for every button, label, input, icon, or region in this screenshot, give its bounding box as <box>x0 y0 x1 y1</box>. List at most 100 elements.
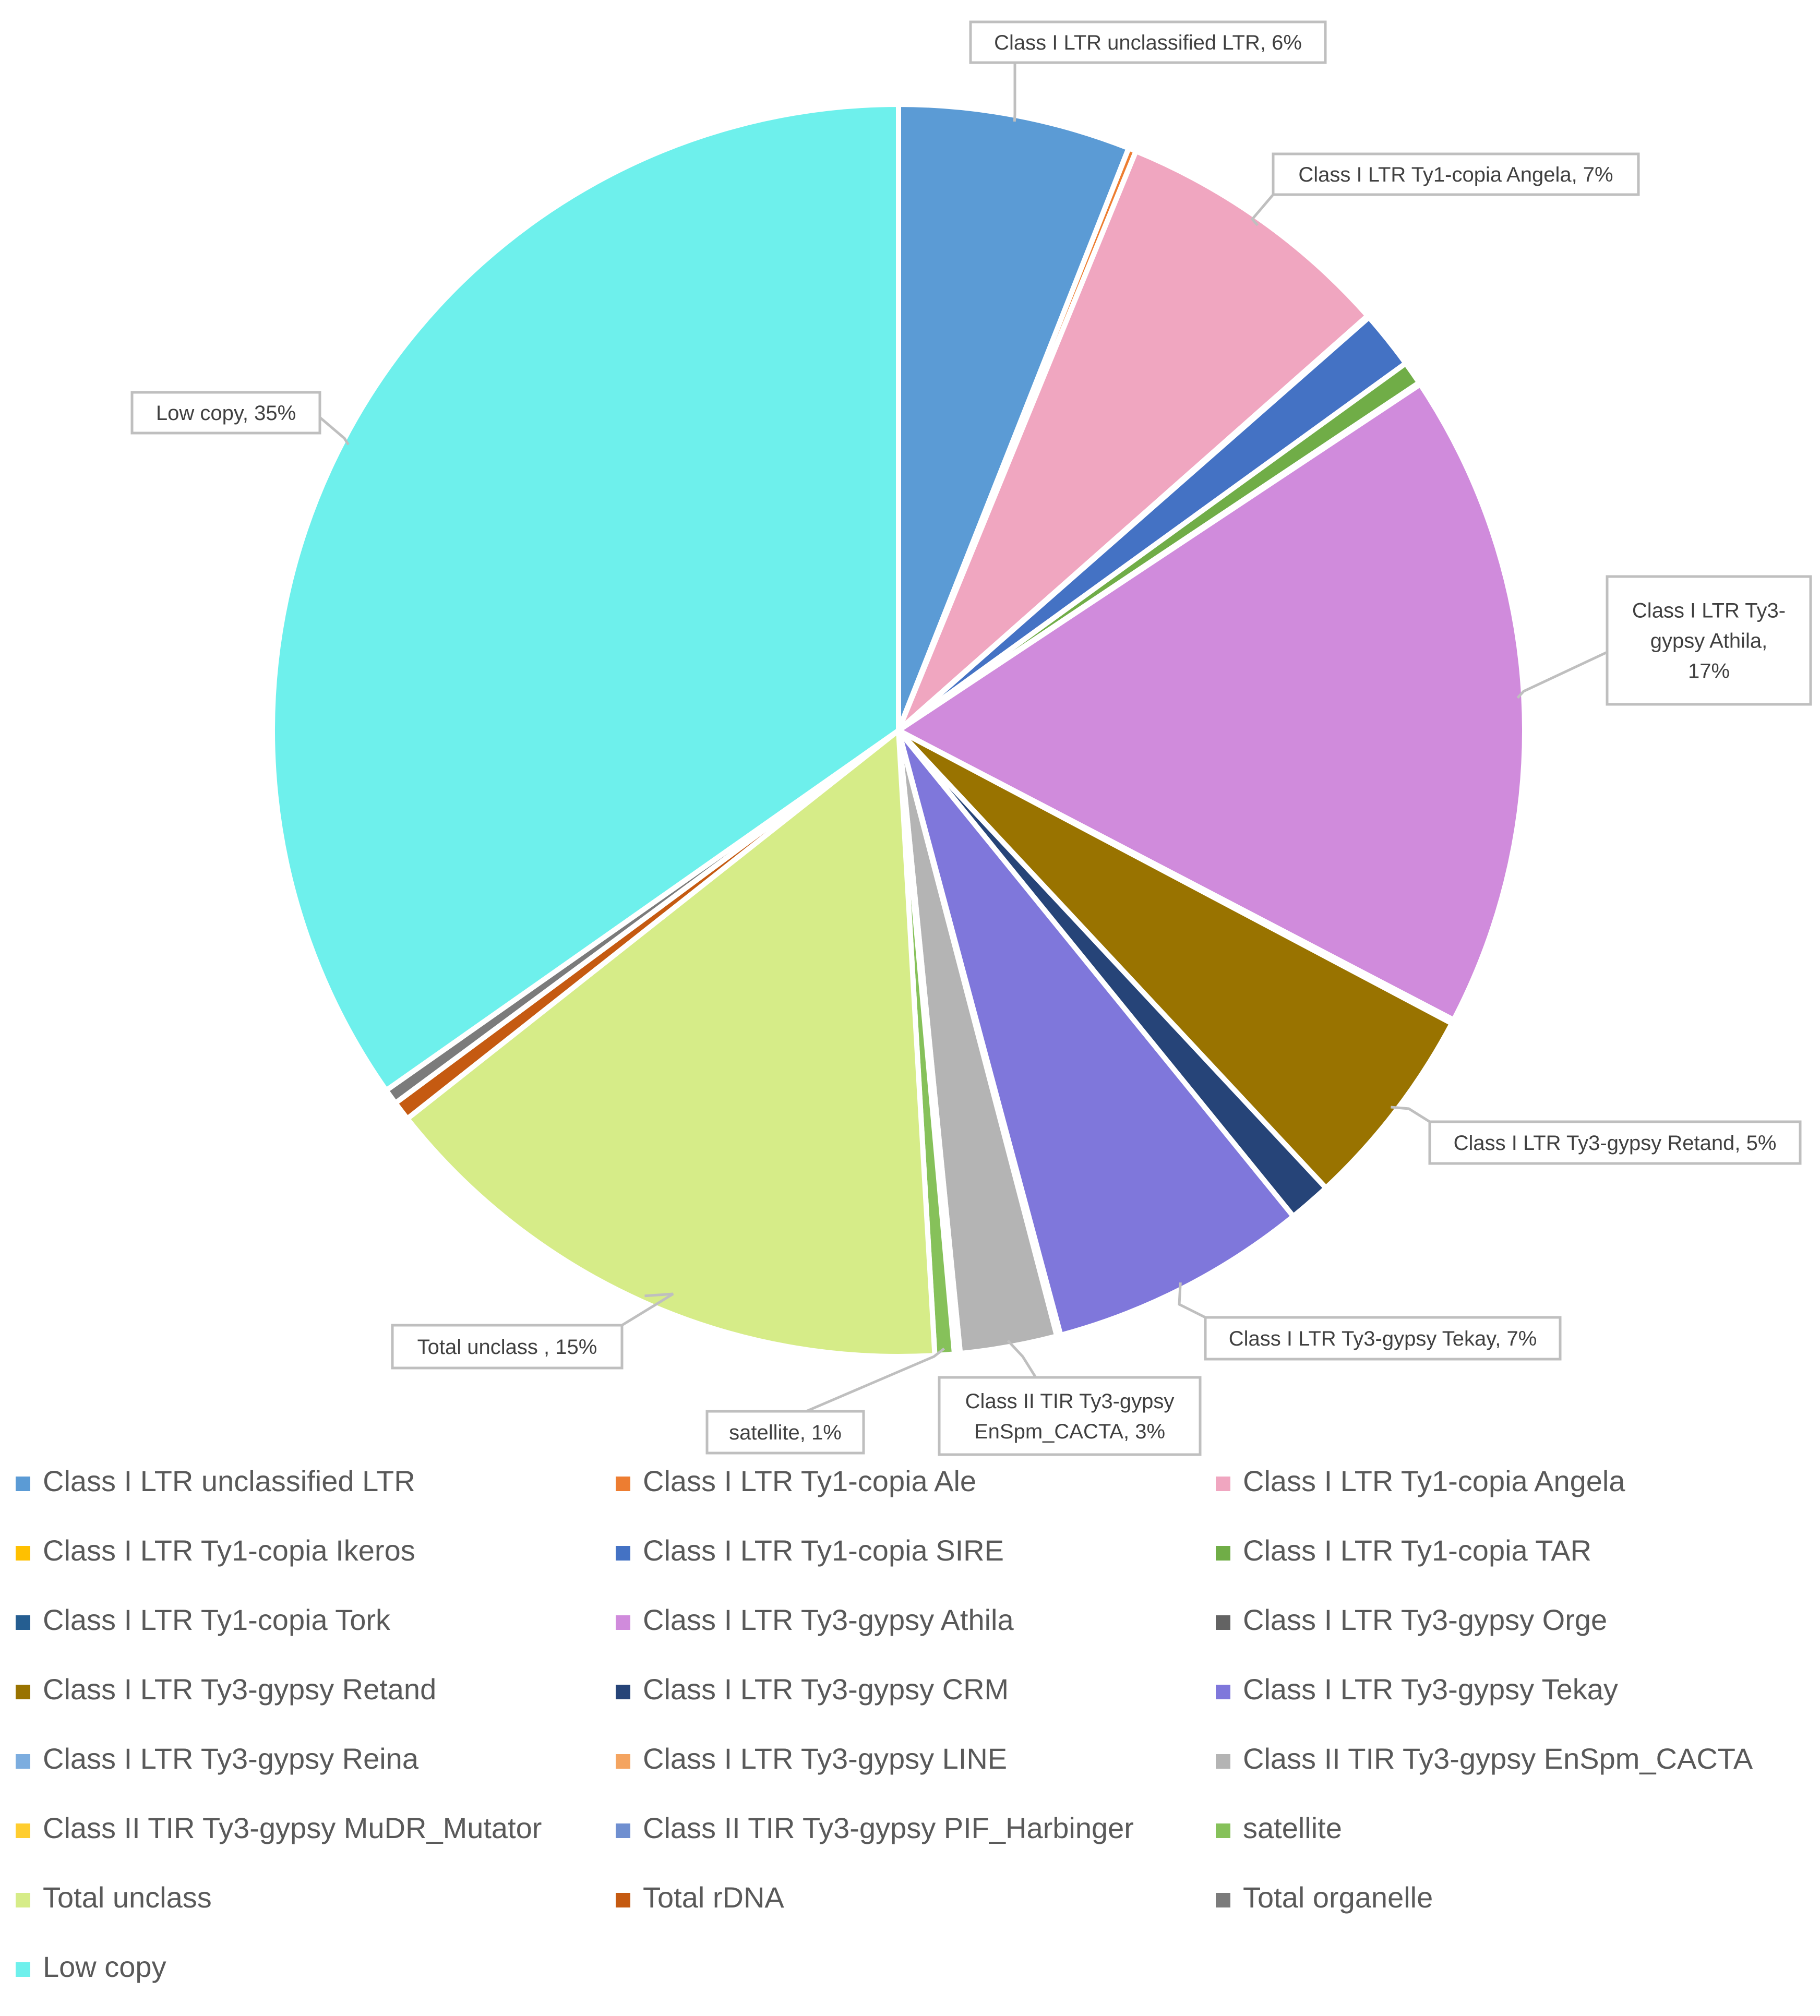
data-label-text: Class I LTR Ty3-gypsy Athila, 17% <box>1632 599 1786 683</box>
legend-item-class-i-ltr-ty1-copia-sire: Class I LTR Ty1-copia SIRE <box>616 1534 1004 1567</box>
data-label-class-ii-tir-ty3-gypsy-enspm-cacta: Class II TIR Ty3-gypsy EnSpm_CACTA, 3% <box>938 1339 1202 1456</box>
legend-swatch <box>616 1823 630 1838</box>
legend-label: Class I LTR Ty3-gypsy LINE <box>643 1742 1007 1775</box>
legend-swatch <box>16 1754 30 1769</box>
leader-line <box>1178 1282 1206 1319</box>
data-label-class-i-ltr-unclassified-ltr: Class I LTR unclassified LTR, 6% <box>969 20 1327 122</box>
legend-item-satellite: satellite <box>1216 1811 1342 1844</box>
legend-label: Class I LTR Ty3-gypsy Athila <box>643 1603 1014 1636</box>
legend-item-total-unclass: Total unclass <box>16 1881 212 1914</box>
data-label-total-unclass: Total unclass , 15% <box>391 1292 674 1370</box>
data-label-text: Low copy, 35% <box>156 402 296 425</box>
data-label-box <box>1272 152 1640 196</box>
legend-swatch <box>616 1615 630 1630</box>
data-label-box <box>1428 1120 1802 1165</box>
data-label-class-i-ltr-ty3-gypsy-athila: Class I LTR Ty3-gypsy Athila, 17% <box>1516 575 1812 706</box>
legend-item-class-i-ltr-ty1-copia-ale: Class I LTR Ty1-copia Ale <box>616 1465 976 1497</box>
leader-line <box>1013 63 1016 122</box>
data-label-text: Class I LTR unclassified LTR, 6% <box>994 31 1302 54</box>
pie-slices <box>270 102 1527 1359</box>
pie-slice-low-copy <box>270 102 901 1093</box>
legend-item-class-i-ltr-ty3-gypsy-orge: Class I LTR Ty3-gypsy Orge <box>1216 1603 1607 1636</box>
data-label-box <box>969 20 1327 64</box>
legend-label: Class I LTR Ty3-gypsy Tekay <box>1243 1673 1618 1706</box>
legend-swatch <box>16 1893 30 1907</box>
legend-item-class-ii-tir-ty3-gypsy-mudr-mutator: Class II TIR Ty3-gypsy MuDR_Mutator <box>16 1811 542 1844</box>
legend-item-class-ii-tir-ty3-gypsy-enspm-cacta: Class II TIR Ty3-gypsy EnSpm_CACTA <box>1216 1742 1753 1775</box>
legend-swatch <box>16 1685 30 1699</box>
legend-item-class-i-ltr-ty3-gypsy-tekay: Class I LTR Ty3-gypsy Tekay <box>1216 1673 1618 1706</box>
data-label-box <box>391 1324 624 1370</box>
legend-swatch <box>616 1754 630 1769</box>
legend-label: Class I LTR unclassified LTR <box>43 1465 415 1497</box>
data-label-text: Class II TIR Ty3-gypsy EnSpm_CACTA, 3% <box>965 1390 1175 1443</box>
legend-item-low-copy: Low copy <box>16 1950 166 1983</box>
legend-label: Low copy <box>43 1950 166 1983</box>
legend-swatch <box>1216 1546 1230 1561</box>
legend-item-total-rdna: Total rDNA <box>616 1881 784 1914</box>
legend-swatch <box>616 1893 630 1907</box>
legend-label: Class II TIR Ty3-gypsy MuDR_Mutator <box>43 1811 542 1844</box>
legend-item-class-i-ltr-ty3-gypsy-athila: Class I LTR Ty3-gypsy Athila <box>616 1603 1014 1636</box>
pie-slice-class-i-ltr-ty3-gypsy-tekay <box>896 728 1296 1338</box>
leader-line <box>1007 1339 1037 1378</box>
legend-label: Total organelle <box>1243 1881 1433 1914</box>
legend-item-class-i-ltr-unclassified-ltr: Class I LTR unclassified LTR <box>16 1465 415 1497</box>
legend-swatch <box>16 1546 30 1561</box>
data-label-text: satellite, 1% <box>729 1421 842 1444</box>
legend-label: Class II TIR Ty3-gypsy PIF_Harbinger <box>643 1811 1134 1844</box>
legend-label: Class I LTR Ty3-gypsy CRM <box>643 1673 1009 1706</box>
legend-label: Class I LTR Ty1-copia TAR <box>1243 1534 1591 1567</box>
data-callouts: Class I LTR unclassified LTR, 6% Class I … <box>130 20 1812 1456</box>
legend-swatch <box>616 1477 630 1491</box>
legend-item-class-i-ltr-ty1-copia-angela: Class I LTR Ty1-copia Angela <box>1216 1465 1625 1497</box>
legend-item-class-i-ltr-ty3-gypsy-line: Class I LTR Ty3-gypsy LINE <box>616 1742 1007 1775</box>
legend-label: Class I LTR Ty3-gypsy Reina <box>43 1742 419 1775</box>
legend: Class I LTR unclassified LTR Class I LTR … <box>16 1465 1753 1983</box>
legend-swatch <box>1216 1893 1230 1907</box>
legend-swatch <box>16 1962 30 1977</box>
leader-line <box>1250 194 1274 226</box>
data-label-text: Class I LTR Ty3-gypsy Tekay, 7% <box>1229 1327 1537 1350</box>
legend-label: Class I LTR Ty3-gypsy Orge <box>1243 1603 1607 1636</box>
data-label-class-i-ltr-ty1-copia-angela: Class I LTR Ty1-copia Angela, 7% <box>1250 152 1640 226</box>
legend-label: Class I LTR Ty3-gypsy Retand <box>43 1673 436 1706</box>
legend-label: Class I LTR Ty1-copia Tork <box>43 1603 391 1636</box>
legend-swatch <box>1216 1615 1230 1630</box>
leader-line <box>1516 651 1608 699</box>
legend-label: Class I LTR Ty1-copia Ale <box>643 1465 976 1497</box>
data-label-box <box>1204 1316 1562 1361</box>
legend-swatch <box>1216 1477 1230 1491</box>
legend-label: Class I LTR Ty1-copia SIRE <box>643 1534 1004 1567</box>
data-label-box <box>130 391 321 435</box>
leader-line <box>806 1347 945 1413</box>
legend-swatch <box>1216 1685 1230 1699</box>
legend-item-class-i-ltr-ty1-copia-tar: Class I LTR Ty1-copia TAR <box>1216 1534 1591 1567</box>
data-label-text: Class I LTR Ty1-copia Angela, 7% <box>1298 163 1613 186</box>
legend-item-total-organelle: Total organelle <box>1216 1881 1433 1914</box>
data-label-box <box>705 1410 865 1455</box>
leader-line <box>319 416 350 446</box>
legend-label: Class I LTR Ty1-copia Angela <box>1243 1465 1625 1497</box>
legend-item-class-i-ltr-ty1-copia-ikeros: Class I LTR Ty1-copia Ikeros <box>16 1534 415 1567</box>
pie-slice-class-i-ltr-ty3-gypsy-athila <box>896 381 1527 1023</box>
leader-line <box>1391 1106 1431 1123</box>
data-label-class-i-ltr-ty3-gypsy-tekay: Class I LTR Ty3-gypsy Tekay, 7% <box>1178 1282 1562 1361</box>
legend-swatch <box>16 1615 30 1630</box>
data-label-box <box>938 1376 1202 1456</box>
legend-label: Total unclass <box>43 1881 212 1914</box>
pie-slice-total-unclass <box>404 728 938 1359</box>
data-label-text: Class I LTR Ty3-gypsy Retand, 5% <box>1454 1132 1777 1155</box>
legend-item-class-i-ltr-ty3-gypsy-retand: Class I LTR Ty3-gypsy Retand <box>16 1673 436 1706</box>
legend-item-class-i-ltr-ty3-gypsy-reina: Class I LTR Ty3-gypsy Reina <box>16 1742 419 1775</box>
data-label-low-copy: Low copy, 35% <box>130 391 350 446</box>
data-label-text: Total unclass , 15% <box>417 1336 597 1359</box>
legend-swatch <box>1216 1754 1230 1769</box>
pie-slice-class-i-ltr-ty1-copia-angela <box>896 148 1371 733</box>
legend-item-class-i-ltr-ty1-copia-tork: Class I LTR Ty1-copia Tork <box>16 1603 391 1636</box>
legend-swatch <box>16 1477 30 1491</box>
data-label-box <box>1606 575 1812 706</box>
data-label-satellite: satellite, 1% <box>705 1347 945 1455</box>
